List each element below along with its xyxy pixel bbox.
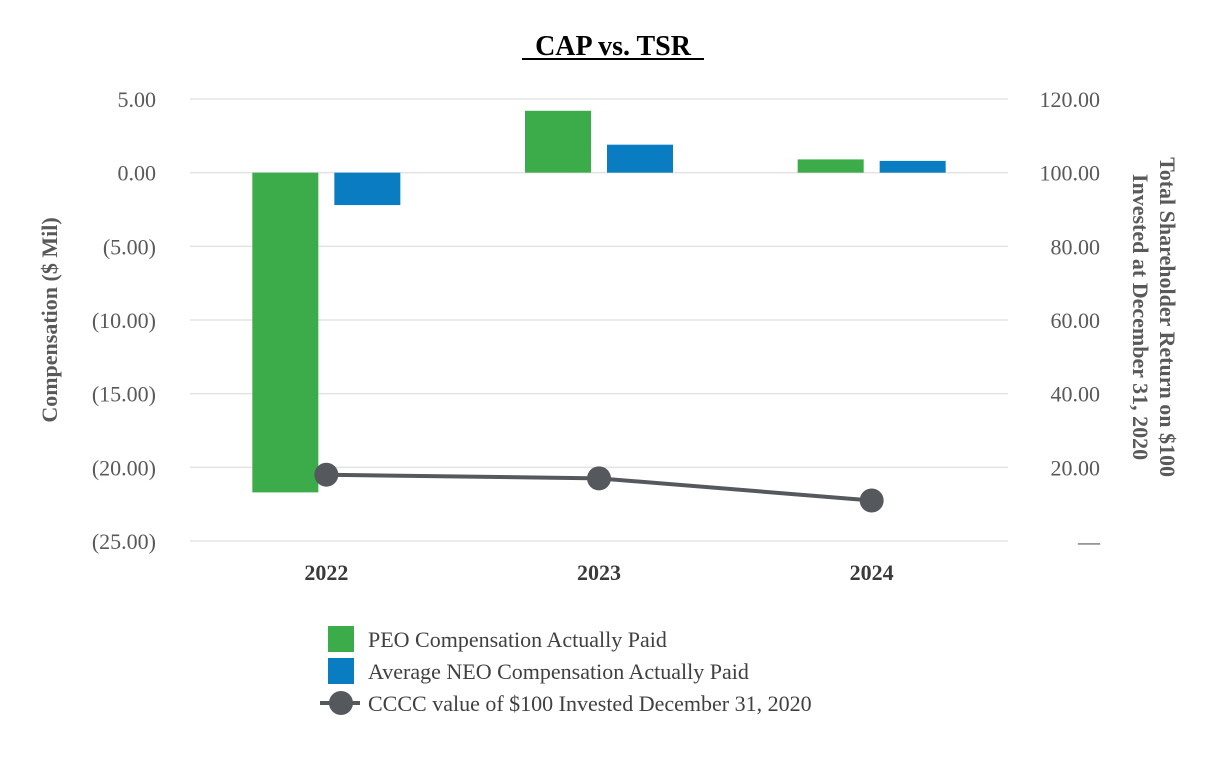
bar-peo-2022	[252, 172, 319, 493]
right-tick-label: 100.00	[1040, 161, 1101, 186]
left-tick-label: (25.00)	[92, 529, 156, 554]
chart-title: CAP vs. TSR	[535, 31, 692, 62]
left-tick-label: (5.00)	[103, 234, 156, 259]
right-axis-ticks: 120.00 100.00 80.00 60.00 40.00 20.00 —	[1040, 87, 1102, 554]
legend: PEO Compensation Actually Paid Average NE…	[320, 626, 812, 716]
tsr-point-2022	[314, 462, 339, 487]
category-label-2023: 2023	[577, 560, 621, 585]
legend-item-0: PEO Compensation Actually Paid	[328, 626, 667, 652]
left-tick-label: 5.00	[118, 87, 157, 112]
legend-label-2: CCCC value of $100 Invested December 31,…	[368, 691, 812, 716]
bar-neo-2022	[334, 172, 401, 206]
right-axis-title-line-2: Invested at December 31, 2020	[1128, 174, 1153, 460]
legend-swatch-0	[328, 626, 354, 652]
legend-item-2: CCCC value of $100 Invested December 31,…	[320, 691, 812, 716]
left-axis-title: Compensation ($ Mil)	[37, 217, 62, 422]
tsr-line	[314, 462, 884, 513]
right-tick-label: 80.00	[1051, 234, 1101, 259]
left-tick-label: 0.00	[118, 161, 157, 186]
bar-peo-2024	[797, 159, 864, 173]
left-tick-label: (10.00)	[92, 308, 156, 333]
category-labels: 2022 2023 2024	[304, 560, 893, 585]
bars	[252, 110, 946, 493]
legend-label-0: PEO Compensation Actually Paid	[368, 627, 667, 652]
right-tick-label: 20.00	[1051, 455, 1101, 480]
bar-neo-2023	[607, 144, 673, 173]
right-tick-label: 120.00	[1040, 87, 1101, 112]
category-label-2024: 2024	[850, 560, 894, 585]
right-tick-label: —	[1077, 529, 1101, 554]
legend-item-1: Average NEO Compensation Actually Paid	[328, 658, 749, 684]
legend-marker-swatch	[329, 691, 353, 715]
bar-neo-2024	[879, 160, 946, 173]
legend-label-1: Average NEO Compensation Actually Paid	[368, 659, 749, 684]
bar-peo-2023	[525, 110, 591, 173]
right-axis-title-line-1: Total Shareholder Return on $100	[1155, 157, 1180, 477]
right-axis-title: Total Shareholder Return on $100 Investe…	[1128, 157, 1180, 477]
tsr-point-2024	[859, 488, 884, 513]
left-tick-label: (15.00)	[92, 382, 156, 407]
category-label-2022: 2022	[304, 560, 348, 585]
legend-swatch-1	[328, 658, 354, 684]
left-axis-ticks: 5.00 0.00 (5.00) (10.00) (15.00) (20.00) (25.0…	[92, 87, 156, 554]
right-tick-label: 60.00	[1051, 308, 1101, 333]
left-tick-label: (20.00)	[92, 455, 156, 480]
right-tick-label: 40.00	[1051, 382, 1101, 407]
tsr-point-2023	[587, 466, 611, 491]
